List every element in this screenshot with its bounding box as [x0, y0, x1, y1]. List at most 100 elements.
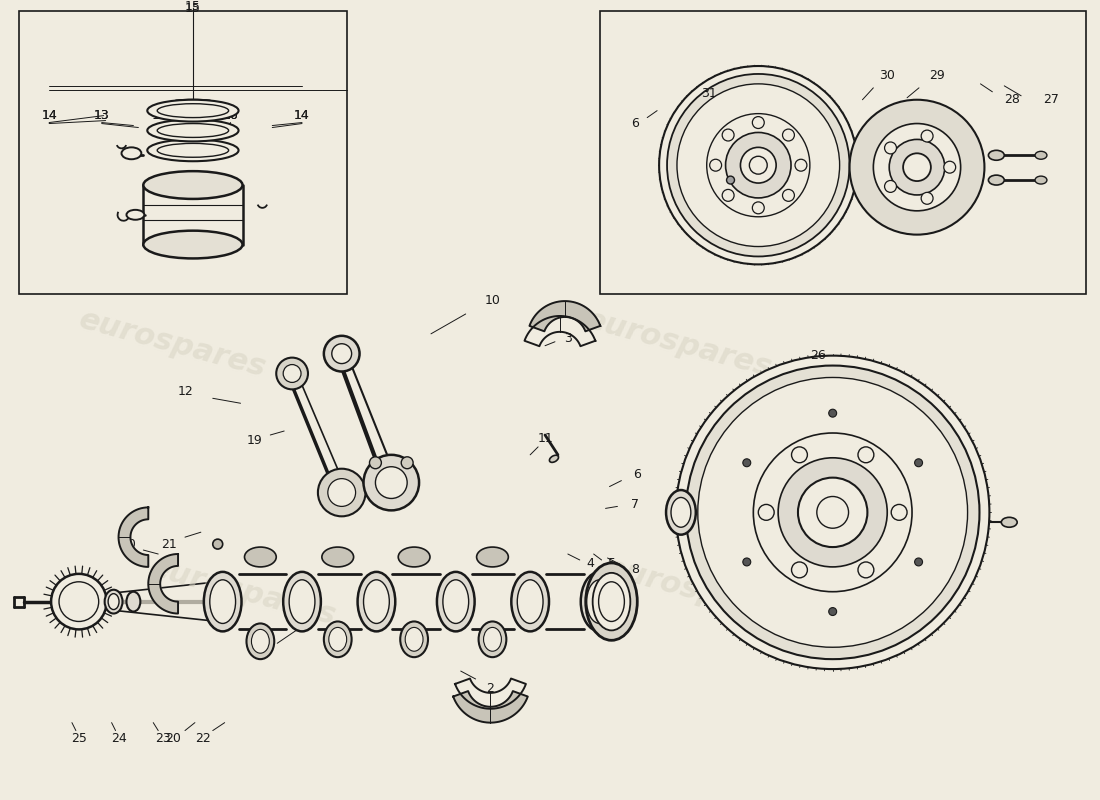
Circle shape: [914, 458, 923, 466]
Text: 6: 6: [634, 468, 641, 481]
Ellipse shape: [143, 230, 242, 258]
Ellipse shape: [666, 490, 696, 534]
Ellipse shape: [586, 580, 613, 623]
Polygon shape: [453, 691, 528, 722]
Text: 5: 5: [608, 558, 616, 570]
Circle shape: [758, 505, 774, 520]
Circle shape: [873, 123, 960, 211]
Circle shape: [849, 100, 984, 234]
Circle shape: [375, 466, 407, 498]
Polygon shape: [529, 301, 601, 331]
Circle shape: [754, 433, 912, 592]
Ellipse shape: [405, 627, 424, 651]
Circle shape: [792, 447, 807, 462]
Circle shape: [921, 192, 933, 204]
Text: 17: 17: [188, 109, 204, 122]
Text: 2: 2: [486, 682, 494, 695]
Circle shape: [726, 133, 791, 198]
Ellipse shape: [585, 563, 637, 640]
Text: 20: 20: [165, 732, 182, 745]
Circle shape: [889, 139, 945, 195]
Ellipse shape: [478, 622, 506, 657]
Circle shape: [782, 129, 794, 141]
Circle shape: [667, 74, 849, 257]
Circle shape: [686, 366, 979, 659]
Circle shape: [332, 344, 352, 363]
Ellipse shape: [358, 572, 395, 631]
Ellipse shape: [549, 455, 559, 462]
Circle shape: [903, 154, 931, 181]
Text: 1: 1: [256, 646, 264, 660]
Circle shape: [944, 162, 956, 173]
Ellipse shape: [283, 572, 321, 631]
Ellipse shape: [1001, 518, 1018, 527]
Ellipse shape: [157, 123, 229, 138]
Circle shape: [363, 455, 419, 510]
Ellipse shape: [989, 150, 1004, 160]
Ellipse shape: [104, 590, 122, 614]
Text: 20: 20: [121, 538, 136, 550]
Text: 3: 3: [564, 332, 572, 346]
Text: eurospares: eurospares: [602, 553, 795, 630]
Circle shape: [402, 457, 414, 469]
Circle shape: [723, 129, 734, 141]
Ellipse shape: [121, 147, 141, 159]
Bar: [20, 11, 346, 294]
Ellipse shape: [363, 580, 389, 623]
Ellipse shape: [517, 580, 543, 623]
Ellipse shape: [126, 210, 144, 220]
Ellipse shape: [108, 594, 119, 610]
Text: 18: 18: [152, 109, 167, 122]
Ellipse shape: [323, 622, 352, 657]
Text: 10: 10: [484, 294, 500, 306]
Text: 17: 17: [187, 109, 202, 122]
Text: 12: 12: [178, 385, 194, 398]
Text: 18: 18: [153, 109, 169, 122]
Text: eurospares: eurospares: [145, 553, 340, 630]
Ellipse shape: [126, 592, 141, 611]
Text: 23: 23: [155, 732, 170, 745]
Polygon shape: [148, 554, 178, 614]
Ellipse shape: [157, 104, 229, 118]
Text: 27: 27: [1043, 94, 1059, 106]
Ellipse shape: [512, 572, 549, 631]
Circle shape: [370, 457, 382, 469]
Text: 9: 9: [933, 429, 940, 442]
Circle shape: [740, 147, 777, 183]
Circle shape: [659, 66, 858, 264]
Text: 32: 32: [711, 117, 726, 130]
Circle shape: [749, 156, 767, 174]
Ellipse shape: [593, 573, 630, 630]
Circle shape: [212, 539, 222, 549]
Circle shape: [727, 176, 735, 184]
Text: 14: 14: [294, 109, 310, 122]
Ellipse shape: [671, 498, 691, 527]
Text: 13: 13: [94, 109, 110, 122]
Text: 16: 16: [222, 109, 239, 122]
Text: eurospares: eurospares: [582, 305, 775, 382]
Ellipse shape: [437, 572, 474, 631]
Text: 28: 28: [1004, 94, 1020, 106]
Ellipse shape: [329, 627, 346, 651]
Circle shape: [742, 558, 751, 566]
Ellipse shape: [1035, 151, 1047, 159]
Polygon shape: [119, 507, 148, 567]
Text: 15: 15: [185, 2, 201, 15]
Circle shape: [752, 117, 764, 129]
Text: 7: 7: [631, 498, 639, 511]
Circle shape: [283, 365, 301, 382]
Ellipse shape: [143, 171, 242, 199]
Circle shape: [884, 142, 896, 154]
Ellipse shape: [598, 582, 625, 622]
Text: 22: 22: [195, 732, 211, 745]
Circle shape: [792, 562, 807, 578]
Circle shape: [59, 582, 99, 622]
Circle shape: [697, 378, 968, 647]
Circle shape: [828, 607, 837, 615]
Ellipse shape: [204, 572, 242, 631]
Text: eurospares: eurospares: [76, 305, 270, 382]
Text: 21: 21: [162, 538, 177, 550]
Circle shape: [795, 159, 807, 171]
Circle shape: [723, 190, 734, 202]
Ellipse shape: [400, 622, 428, 657]
